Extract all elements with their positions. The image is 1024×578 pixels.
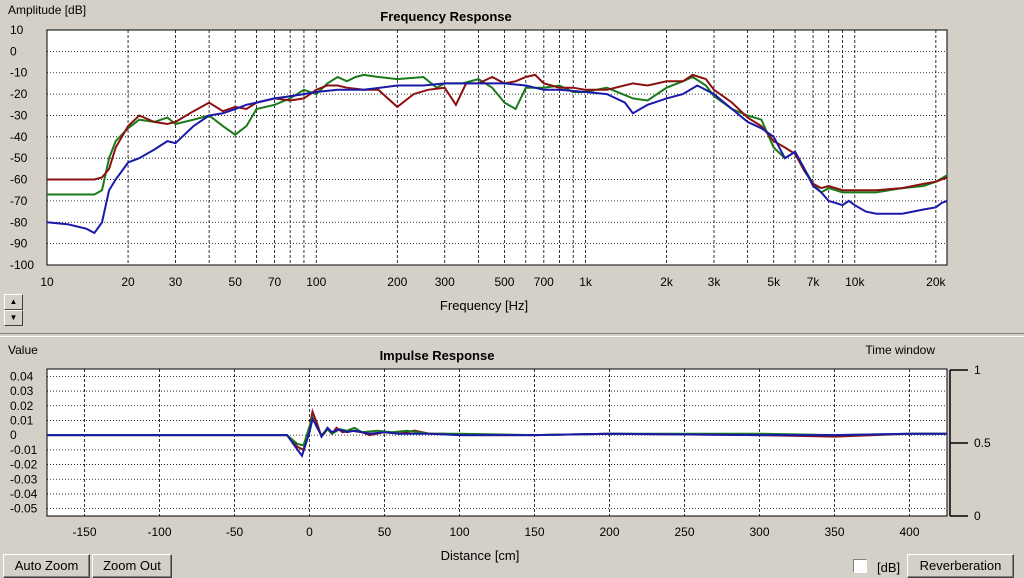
freq-xtick-label: 500	[494, 275, 514, 289]
freq-ytick-label: -10	[10, 66, 28, 80]
frequency-response-panel: Amplitude [dB] Frequency Response Freque…	[0, 0, 1024, 334]
imp-xtick-label: 100	[449, 525, 469, 539]
freq-ytick-label: -60	[10, 173, 28, 187]
auto-zoom-button[interactable]: Auto Zoom	[3, 554, 90, 578]
freq-xlabel: Frequency [Hz]	[440, 298, 528, 313]
freq-xtick-label: 300	[435, 275, 455, 289]
freq-ytick-label: -70	[10, 194, 28, 208]
zoom-out-button[interactable]: Zoom Out	[92, 554, 172, 578]
freq-ytick-label: -50	[10, 151, 28, 165]
freq-ytick-label: 10	[10, 23, 24, 37]
imp-xlabel: Distance [cm]	[441, 548, 520, 563]
imp-xtick-label: 400	[899, 525, 919, 539]
imp-xtick-label: -150	[72, 525, 96, 539]
freq-xtick-label: 2k	[660, 275, 674, 289]
scroll-up-button[interactable]: ▲	[4, 294, 23, 310]
imp-ytick-label: 0.01	[10, 413, 34, 427]
imp-xtick-label: 250	[674, 525, 694, 539]
imp-xtick-label: 50	[378, 525, 392, 539]
imp-series-blue	[47, 416, 947, 458]
imp-xtick-label: -50	[226, 525, 244, 539]
imp-ylabel: Value	[8, 343, 38, 357]
freq-ytick-label: -100	[10, 258, 34, 272]
freq-xtick-label: 10	[40, 275, 54, 289]
imp-ytick-label: -0.04	[10, 487, 38, 501]
imp-ytick-label: -0.03	[10, 472, 38, 486]
db-checkbox[interactable]	[853, 559, 867, 573]
imp-ytick-label: 0	[10, 428, 17, 442]
db-label: [dB]	[877, 560, 901, 575]
freq-xtick-label: 700	[534, 275, 554, 289]
freq-plot-area	[46, 29, 948, 266]
imp-right-tick-label: 0	[974, 509, 981, 523]
freq-xtick-label: 1k	[579, 275, 593, 289]
freq-xtick-label: 20	[121, 275, 135, 289]
freq-xtick-label: 3k	[708, 275, 722, 289]
imp-ytick-label: 0.02	[10, 399, 34, 413]
freq-ytick-label: -80	[10, 215, 28, 229]
freq-xtick-label: 20k	[926, 275, 946, 289]
scroll-down-button[interactable]: ▼	[4, 310, 23, 326]
imp-right-tick-label: 1	[974, 363, 981, 377]
freq-xtick-label: 10k	[845, 275, 865, 289]
freq-xtick-label: 7k	[807, 275, 821, 289]
freq-ylabel: Amplitude [dB]	[8, 3, 86, 17]
freq-xtick-label: 70	[268, 275, 282, 289]
freq-series-red	[47, 73, 948, 192]
freq-xtick-label: 50	[229, 275, 243, 289]
freq-ytick-label: -40	[10, 130, 28, 144]
imp-right-label: Time window	[865, 343, 935, 357]
freq-ytick-label: -30	[10, 108, 28, 122]
imp-right-tick-label: 0.5	[974, 436, 991, 450]
freq-title: Frequency Response	[380, 9, 512, 24]
frequency-response-chart[interactable]: Amplitude [dB] Frequency Response Freque…	[0, 0, 1024, 333]
imp-xtick-label: 0	[306, 525, 313, 539]
imp-ytick-label: -0.02	[10, 458, 38, 472]
freq-series-blue	[46, 82, 948, 235]
freq-ytick-label: 0	[10, 44, 17, 58]
reverberation-button[interactable]: Reverberation	[907, 554, 1014, 578]
imp-xtick-label: 150	[524, 525, 544, 539]
freq-xtick-label: 30	[169, 275, 183, 289]
imp-ytick-label: -0.05	[10, 502, 38, 516]
imp-plot-area	[46, 368, 948, 517]
impulse-response-chart[interactable]: Value Impulse Response Time window Dista…	[0, 336, 1024, 576]
imp-xtick-label: 200	[599, 525, 619, 539]
freq-ytick-label: -20	[10, 87, 28, 101]
imp-xtick-label: 300	[749, 525, 769, 539]
imp-ytick-label: 0.03	[10, 384, 34, 398]
imp-title: Impulse Response	[380, 348, 495, 363]
freq-xtick-label: 5k	[767, 275, 781, 289]
imp-xtick-label: -100	[147, 525, 171, 539]
freq-ytick-label: -90	[10, 237, 28, 251]
imp-xtick-label: 350	[824, 525, 844, 539]
imp-ytick-label: 0.04	[10, 369, 34, 383]
freq-xtick-label: 100	[306, 275, 326, 289]
imp-ytick-label: -0.01	[10, 443, 38, 457]
freq-xtick-label: 200	[387, 275, 407, 289]
